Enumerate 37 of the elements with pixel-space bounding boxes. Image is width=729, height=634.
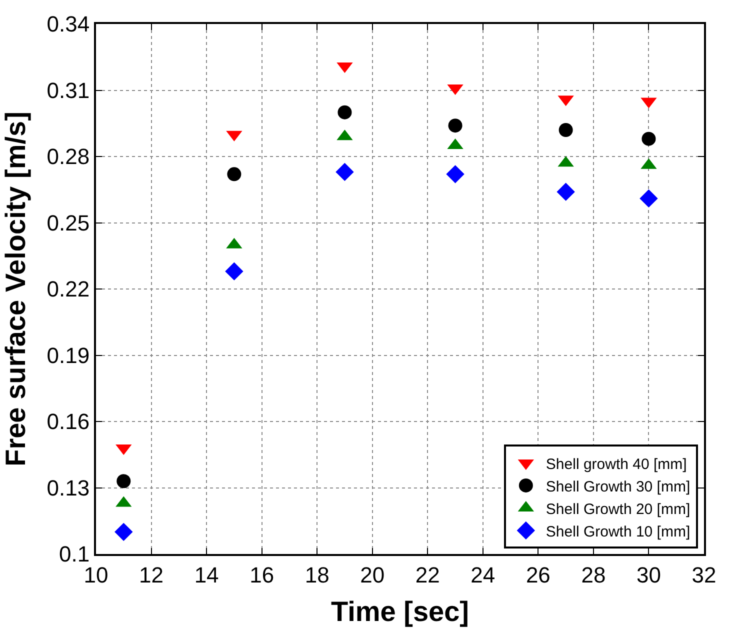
- x-axis-title: Time [sec]: [331, 596, 469, 627]
- point: [446, 165, 464, 184]
- x-tick-label: 28: [581, 562, 606, 588]
- x-tick-label: 18: [304, 562, 330, 588]
- y-tick-label: 0.22: [46, 276, 90, 302]
- legend-label: Shell growth 40 [mm]: [546, 456, 687, 473]
- point: [227, 167, 242, 182]
- y-tick-label: 0.28: [46, 144, 90, 170]
- y-axis-title: Free surface Velocity [m/s]: [0, 112, 31, 466]
- y-tick-label: 0.16: [46, 409, 90, 434]
- x-tick-label: 20: [360, 562, 385, 588]
- point: [558, 123, 573, 137]
- x-tick-label: 12: [139, 562, 164, 588]
- point: [556, 182, 575, 201]
- legend-label: Shell Growth 10 [mm]: [546, 523, 690, 540]
- y-tick-label: 0.34: [46, 12, 90, 37]
- y-tick-label: 0.13: [46, 475, 90, 500]
- legend-label: Shell Growth 20 [mm]: [546, 500, 690, 518]
- y-tick-label: 0.19: [46, 342, 90, 368]
- y-tick-label: 0.25: [46, 210, 90, 236]
- point: [448, 118, 462, 133]
- x-tick-label: 16: [250, 562, 274, 588]
- point: [338, 105, 352, 120]
- point: [116, 474, 131, 488]
- x-tick-label: 24: [470, 562, 496, 588]
- x-tick-label: 22: [415, 562, 440, 588]
- x-tick-label: 32: [692, 562, 716, 588]
- point: [114, 522, 133, 542]
- point: [336, 162, 354, 182]
- point: [225, 262, 244, 280]
- legend-label: Shell Growth 30 [mm]: [546, 478, 690, 496]
- x-tick-label: 14: [194, 562, 219, 588]
- point: [640, 189, 658, 208]
- y-tick-label: 0.31: [46, 78, 90, 103]
- x-tick-label: 26: [526, 562, 550, 588]
- point: [642, 132, 656, 146]
- x-tick-label: 30: [636, 562, 661, 588]
